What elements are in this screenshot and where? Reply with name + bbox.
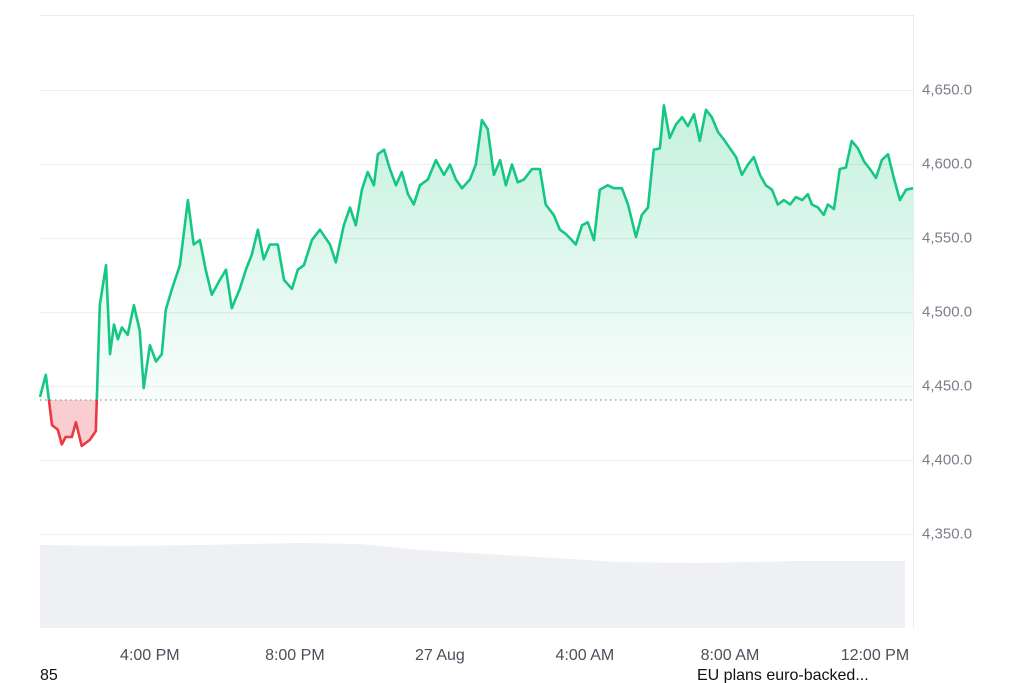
y-tick-label: 4,600.0 (922, 156, 972, 173)
x-tick-label: 8:00 AM (701, 647, 760, 664)
y-tick-label: 4,500.0 (922, 304, 972, 321)
y-tick-label: 4,650.0 (922, 81, 972, 98)
y-tick-label: 4,550.0 (922, 230, 972, 247)
x-tick-label: 8:00 PM (265, 647, 325, 664)
annotation: EU plans euro-backed... (697, 667, 869, 683)
y-tick-label: 4,400.0 (922, 452, 972, 469)
price-line (38, 104, 914, 448)
price-area (40, 105, 913, 446)
x-tick-label: 12:00 PM (841, 647, 909, 664)
y-tick-label: 4,350.0 (922, 526, 972, 543)
volume-background (40, 543, 905, 628)
annotation: 85 (40, 667, 58, 683)
y-tick-label: 4,450.0 (922, 378, 972, 395)
x-tick-label: 4:00 PM (120, 647, 180, 664)
x-tick-label: 27 Aug (415, 647, 465, 664)
x-tick-label: 4:00 AM (556, 647, 615, 664)
